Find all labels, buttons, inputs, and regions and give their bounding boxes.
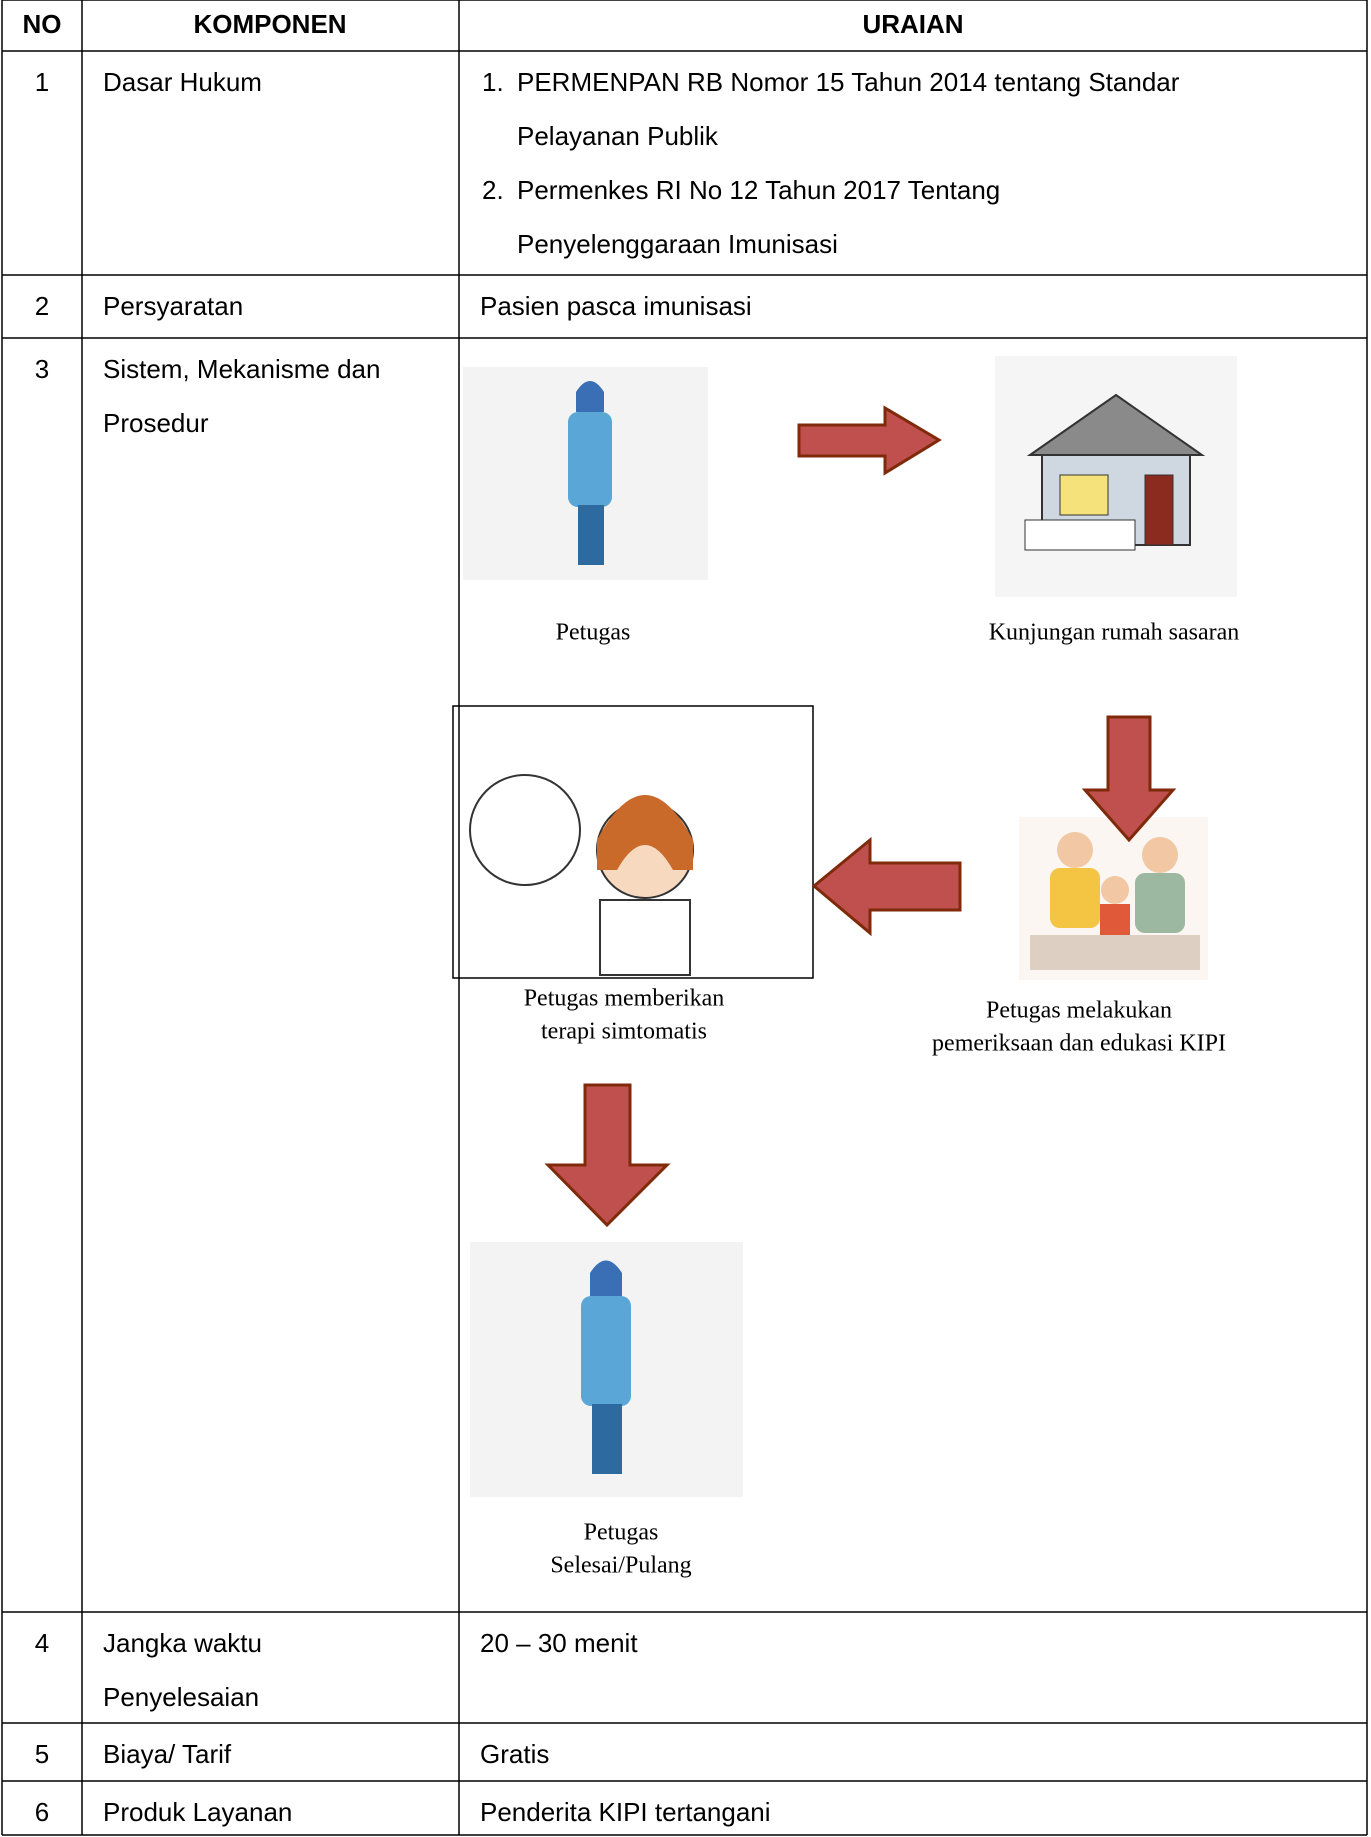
examination-illustration [1019,817,1208,980]
step-caption: Petugas [556,620,631,646]
row-number: 5 [35,1739,49,1769]
uraian: Penderita KIPI tertangani [480,1797,771,1827]
arrow-left [811,836,962,937]
list-item: Permenkes RI No 12 Tahun 2017 Tentang [517,175,1000,205]
step-caption: Selesai/Pulang [550,1553,691,1579]
step-caption: terapi simtomatis [541,1019,707,1045]
header-cell: URAIAN [862,9,963,39]
row-number: 3 [35,354,49,384]
list-number: 2. [482,175,504,205]
arrow-down [544,1083,671,1228]
komponen: Produk Layanan [103,1797,292,1827]
doctor-illustration [452,705,814,979]
komponen: Dasar Hukum [103,67,262,97]
list-number: 1. [482,67,504,97]
row-number: 2 [35,291,49,321]
step-caption: Petugas melakukan [986,998,1172,1024]
row-number: 1 [35,67,49,97]
step-caption: Petugas [584,1520,659,1546]
step-caption: pemeriksaan dan edukasi KIPI [932,1031,1226,1057]
komponen: Jangka waktu [103,1628,262,1658]
uraian: Gratis [480,1739,549,1769]
list-item: Penyelenggaraan Imunisasi [517,229,838,259]
uraian: 20 – 30 menit [480,1628,638,1658]
row-number: 4 [35,1628,49,1658]
komponen: Penyelesaian [103,1682,259,1712]
header-cell: KOMPONEN [193,9,346,39]
step-caption: Petugas memberikan [524,986,725,1012]
nurse-illustration [470,1242,743,1497]
list-item: Pelayanan Publik [517,121,719,151]
komponen: Biaya/ Tarif [103,1739,232,1769]
list-item: PERMENPAN RB Nomor 15 Tahun 2014 tentang… [517,67,1180,97]
komponen: Sistem, Mekanisme dan [103,354,380,384]
komponen: Prosedur [103,408,209,438]
header-cell: NO [23,9,62,39]
uraian: Pasien pasca imunisasi [480,291,752,321]
arrow-right [797,405,942,476]
step-caption: Kunjungan rumah sasaran [989,620,1240,646]
row-number: 6 [35,1797,49,1827]
nurse-illustration [463,367,708,580]
komponen: Persyaratan [103,291,243,321]
arrow-down [1081,715,1177,843]
house-illustration [995,356,1237,597]
